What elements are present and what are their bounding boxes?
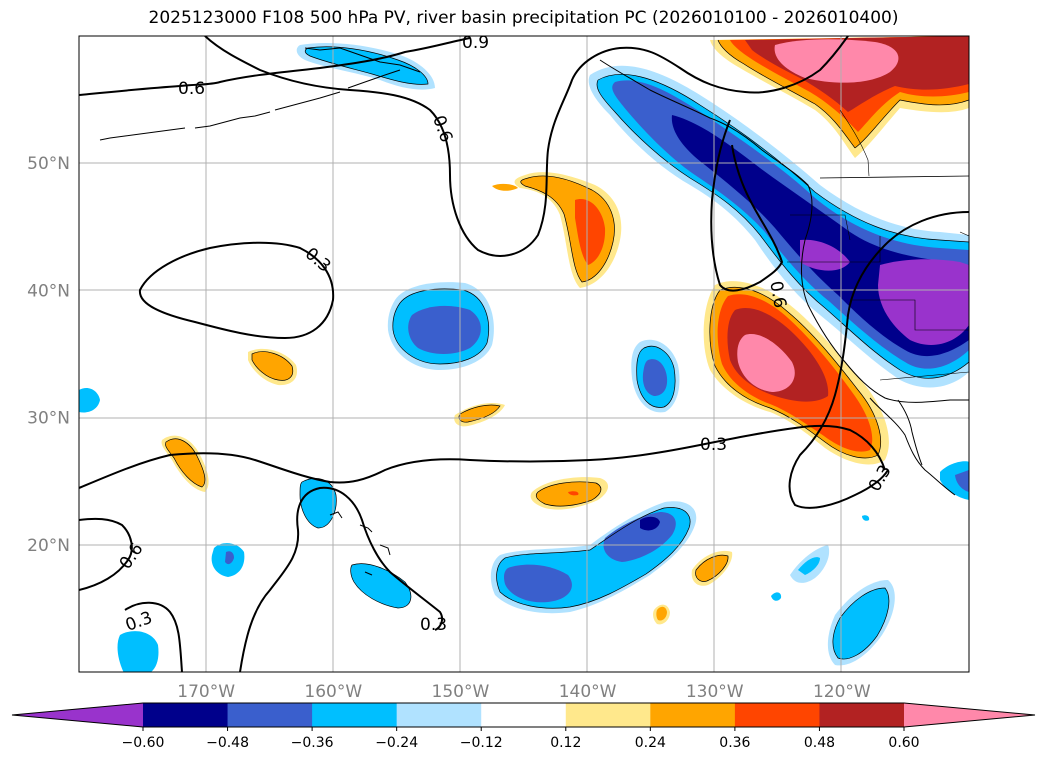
shade-orange-s3 [656,606,667,621]
shade-sky-hi2 [350,563,411,608]
shade-orange-w2 [165,438,205,487]
lat-label: 40°N [27,281,70,301]
lon-label: 140°W [559,682,617,702]
colorbar-segment [734,703,820,727]
contour-0.3-sw [124,601,183,672]
colorbar-segment [481,703,567,727]
shade-sky-mexico [940,461,969,500]
map-panel: 0.9 0.6 0.6 0.3 0.6 0.3 0.3 0.6 0.3 0.3 [79,33,969,672]
shade-purple-ne [878,259,969,345]
contour-0.6-east [710,119,784,292]
positive-ca-offshore [703,281,889,465]
shade-redorange-s1 [568,491,579,496]
lon-axis-labels: 170°W 160°W 150°W 140°W 130°W 120°W [177,682,871,702]
shade-orange-s1 [536,481,601,507]
lat-label: 20°N [27,536,70,556]
map-title: 2025123000 F108 500 hPa PV, river basin … [148,8,899,28]
shade-royal-e1 [642,359,668,396]
lon-label: 130°W [686,682,744,702]
colorbar-segment [650,703,736,727]
contour-label: 0.9 [462,33,489,53]
shade-royal-c [408,305,481,354]
lon-label: 160°W [304,682,362,702]
shade-royal-s1 [504,564,572,603]
negative-south-band [490,501,697,614]
negative-band-west-coast [588,65,969,388]
contour-0.3-east [788,211,969,509]
shade-redorange-cn [575,199,606,265]
shade-sky-hawaii [300,478,337,528]
lon-label: 170°W [177,682,235,702]
shade-purple-nw [800,239,850,271]
shade-royal-mexico [955,470,969,492]
gridlines [79,36,969,672]
colorbar-tick-label: 0.36 [719,735,750,751]
negative-east-small [631,339,680,413]
colorbar-segment [312,703,398,727]
shade-outlines [165,39,969,660]
colorbar-segment [819,703,905,727]
shade-navy-s [640,516,660,531]
shade-sky-se3 [771,592,782,601]
colorbar-tick-label: 0.24 [635,735,666,751]
colorbar-segment [396,703,482,727]
shade-sky-se2 [798,557,820,575]
contour-label: 0.6 [765,280,789,310]
colorbar-tick-label: 0.12 [550,735,581,751]
precip-shading [79,36,969,672]
colorbar-tick-label: 0.60 [888,735,919,751]
colorbar-tick-label: −0.36 [291,735,334,751]
contour-0.3-ring [138,241,335,340]
shade-sky-left [79,388,100,413]
islands [99,47,421,576]
shade-sky-ak [305,46,428,85]
shade-orange-cn2 [492,183,518,191]
colorbar-tick-label: −0.48 [206,735,249,751]
colorbar-tick-label: 0.48 [804,735,835,751]
negative-central [387,282,494,370]
colorbar-segment [565,703,651,727]
colorbar-extend-max [904,703,1035,727]
colorbar-extend-min [12,703,143,727]
lat-label: 50°N [27,154,70,174]
map-frame [78,35,970,673]
colorbar-tick-label: −0.60 [122,735,165,751]
lon-label: 120°W [813,682,871,702]
negative-alaska [296,43,435,90]
shade-sky-se [832,588,889,660]
contour-label: 0.6 [178,79,205,99]
pv-contours [79,36,969,672]
shade-pink-ne [774,39,899,83]
contour-label: 0.3 [420,615,447,635]
shade-orange-w1 [252,351,293,381]
contour-0.6-main [204,36,849,257]
shade-royal-w1 [225,551,234,565]
contour-0.3-south [79,424,886,489]
contour-0.6-sw [79,517,133,591]
positive-ne-lobe [710,36,969,158]
shade-pink-ca [737,334,795,392]
coastlines [599,59,969,496]
contour-label: 0.3 [700,435,727,455]
colorbar-segment [227,703,313,727]
contour-0.3-hawaii [239,486,444,672]
colorbar-segment [143,703,229,727]
shade-orange-s2 [695,555,729,582]
colorbar-tick-label: −0.12 [460,735,503,751]
lat-label: 30°N [27,409,70,429]
lon-label: 150°W [432,682,490,702]
colorbar: −0.60 −0.48 −0.36 −0.24 −0.12 0.12 0.24 0.36 0.4… [11,702,1036,751]
shade-sky-dot [862,515,870,521]
colorbar-tick-label: −0.24 [375,735,418,751]
lat-axis-labels: 50°N 40°N 30°N 20°N [27,154,70,556]
shade-sky-sw [117,631,159,672]
